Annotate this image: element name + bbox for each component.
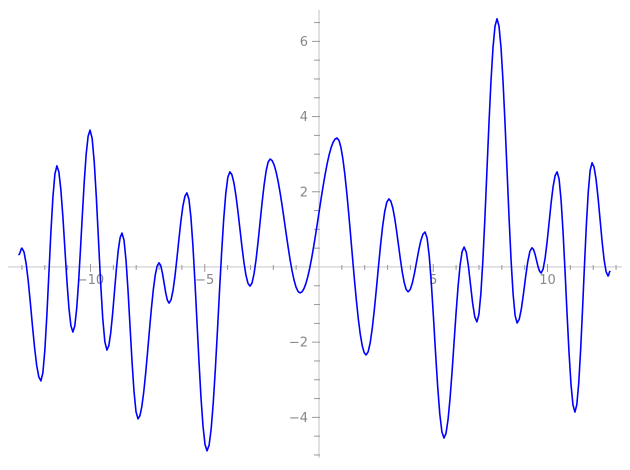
x-tick-label: 5: [429, 273, 437, 288]
y-tick-label: −4: [289, 411, 308, 426]
x-tick-label: −5: [195, 273, 214, 288]
y-tick-label: 4: [300, 110, 308, 125]
function-curve: [18, 17, 611, 452]
x-tick-label: −10: [77, 273, 104, 288]
y-tick-label: 6: [300, 35, 308, 50]
x-tick-label: 10: [539, 273, 556, 288]
y-tick-label: −2: [289, 336, 308, 351]
y-tick-label: 2: [300, 185, 308, 200]
